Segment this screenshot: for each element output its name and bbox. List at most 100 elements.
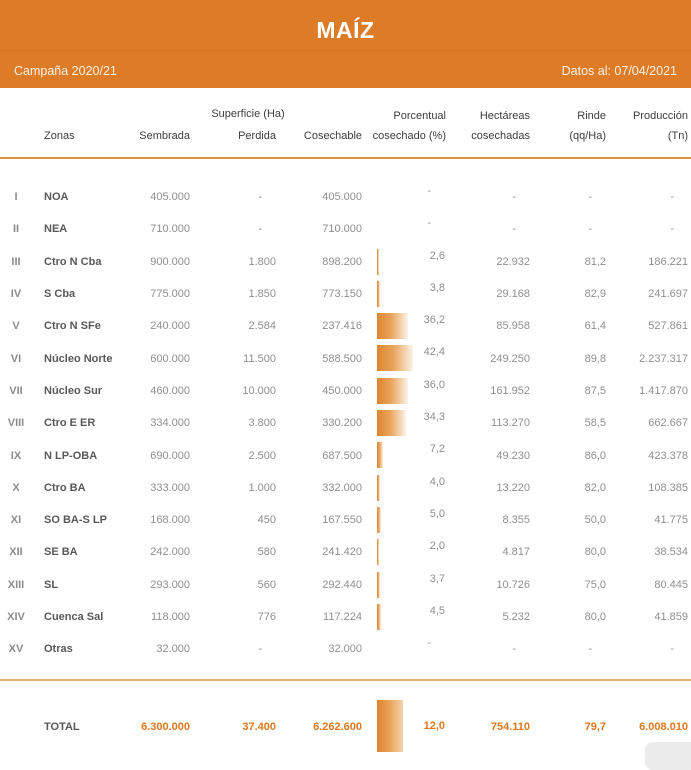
data-date-label: Datos al: 07/04/2021: [561, 64, 677, 78]
zone-name: Cuenca Sal: [44, 611, 104, 623]
pct-cell: 42,4: [364, 342, 448, 374]
pct-value: 3,8: [429, 281, 445, 294]
sembrada-value: 710.000: [150, 223, 190, 236]
header-porcentual: Porcentual cosechado (%): [372, 110, 446, 142]
perdida-value: 3.800: [248, 417, 276, 430]
hectareas-value: 49.230: [496, 449, 530, 462]
pct-cell: 34,3: [364, 407, 448, 439]
pct-bar: [377, 313, 408, 340]
sembrada-value: 600.000: [150, 352, 190, 365]
table-row: XII SE BA 242.000 580 241.420 2,0 4.817 …: [0, 536, 690, 568]
pct-cell: 3,7: [364, 569, 448, 601]
pct-bar: [377, 506, 382, 533]
produccion-value: 241.697: [648, 288, 688, 301]
perdida-value: 580: [257, 546, 276, 559]
perdida-value: -: [258, 191, 262, 204]
cosechable-value: 117.224: [323, 611, 362, 623]
zone-number: IV: [10, 288, 22, 301]
cosechable-value: 167.550: [322, 514, 362, 527]
cosechable-value: 241.420: [322, 546, 362, 559]
hectareas-value: 13.220: [496, 481, 530, 494]
pct-value: 2,6: [429, 249, 445, 262]
cosechable-value: 405.000: [322, 191, 362, 204]
cosechable-value: 710.000: [322, 223, 362, 236]
cosechable-value: 332.000: [322, 481, 362, 494]
perdida-value: 1.800: [248, 255, 276, 268]
produccion-value: 41.859: [654, 611, 688, 623]
pct-value: 4,5: [429, 604, 445, 617]
pct-cell: 4,5: [364, 601, 448, 633]
zone-name: NEA: [44, 223, 68, 236]
pct-value: 3,7: [429, 572, 445, 585]
pct-value: 34,3: [423, 411, 445, 424]
perdida-value: -: [258, 643, 262, 656]
pct-bar: [377, 377, 408, 404]
banner-subheader: Campaña 2020/21 Datos al: 07/04/2021: [14, 64, 677, 78]
total-label: TOTAL: [44, 721, 80, 733]
table-row: X Ctro BA 333.000 1.000 332.000 4,0 13.2…: [0, 472, 690, 504]
table-row: XV Otras 32.000 - 32.000 - - - -: [0, 633, 690, 665]
pct-cell: 5,0: [364, 504, 448, 536]
cosechable-value: 330.200: [322, 417, 362, 430]
perdida-value: 450: [257, 514, 276, 527]
zone-name: Ctro N Cba: [44, 255, 102, 268]
total-cosechable: 6.262.600: [313, 721, 362, 733]
table-body: I NOA 405.000 - 405.000 - - - - II NEA 7…: [0, 160, 690, 665]
total-separator: [0, 679, 691, 681]
cosechable-value: 450.000: [322, 384, 362, 397]
zone-number: X: [12, 481, 20, 494]
pct-value: 36,2: [423, 314, 445, 327]
total-hectareas: 754.110: [490, 721, 530, 733]
zone-number: VIII: [7, 417, 25, 430]
produccion-value: -: [670, 223, 674, 236]
rinde-value: 82,0: [584, 481, 606, 494]
zone-name: SL: [44, 578, 59, 591]
zone-name: Núcleo Norte: [44, 352, 113, 365]
rinde-value: 87,5: [584, 384, 606, 397]
header-hectareas: Hectáreas cosechadas: [471, 110, 530, 142]
page-title: MAÍZ: [316, 17, 375, 43]
pct-bar: [377, 410, 407, 437]
pct-bar: [377, 248, 380, 275]
pct-cell: 36,0: [364, 375, 448, 407]
pct-cell: -: [364, 633, 448, 665]
hectareas-value: 249.250: [490, 352, 530, 365]
pct-bar: [377, 474, 381, 501]
perdida-value: -: [258, 223, 262, 236]
sembrada-value: 333.000: [150, 481, 190, 494]
pct-bar: [377, 539, 379, 566]
pct-value: 36,0: [423, 378, 445, 391]
sembrada-value: 405.000: [150, 191, 190, 204]
hectareas-value: 4.817: [502, 546, 530, 559]
table-row: II NEA 710.000 - 710.000 - - - -: [0, 213, 690, 245]
total-row: TOTAL 6.300.000 37.400 6.262.600 12,0 75…: [0, 681, 690, 764]
zone-number: IX: [10, 449, 22, 462]
produccion-value: 423.378: [648, 449, 688, 462]
pct-bar: [377, 571, 381, 598]
table-row: IV S Cba 775.000 1.850 773.150 3,8 29.16…: [0, 278, 690, 310]
rinde-value: -: [588, 643, 592, 656]
produccion-value: 527.861: [648, 320, 688, 333]
zone-name: N LP-OBA: [44, 449, 98, 462]
zone-name: Otras: [44, 643, 73, 656]
cosechable-value: 588.500: [322, 352, 362, 365]
pct-value: 5,0: [429, 507, 445, 520]
banner-divider: [0, 50, 691, 51]
pct-value: 2,0: [429, 540, 445, 553]
table-row: III Ctro N Cba 900.000 1.800 898.200 2,6…: [0, 246, 690, 278]
hectareas-value: 10.726: [496, 578, 530, 591]
perdida-value: 1.850: [248, 288, 276, 301]
total-pct-value: 12,0: [423, 720, 445, 732]
sembrada-value: 168.000: [150, 514, 190, 527]
table-row: IX N LP-OBA 690.000 2.500 687.500 7,2 49…: [0, 439, 690, 471]
zone-name: Ctro BA: [44, 481, 86, 494]
header-cosechable: Cosechable: [303, 130, 362, 142]
zone-name: SO BA-S LP: [44, 514, 107, 527]
pct-value: 42,4: [423, 346, 445, 359]
hectareas-value: 85.958: [496, 320, 530, 333]
pct-value: -: [427, 185, 431, 197]
pct-cell: -: [364, 181, 448, 213]
zone-number: XIV: [7, 611, 25, 623]
pct-value: 4,0: [429, 475, 445, 488]
hectareas-value: 29.168: [496, 288, 530, 301]
